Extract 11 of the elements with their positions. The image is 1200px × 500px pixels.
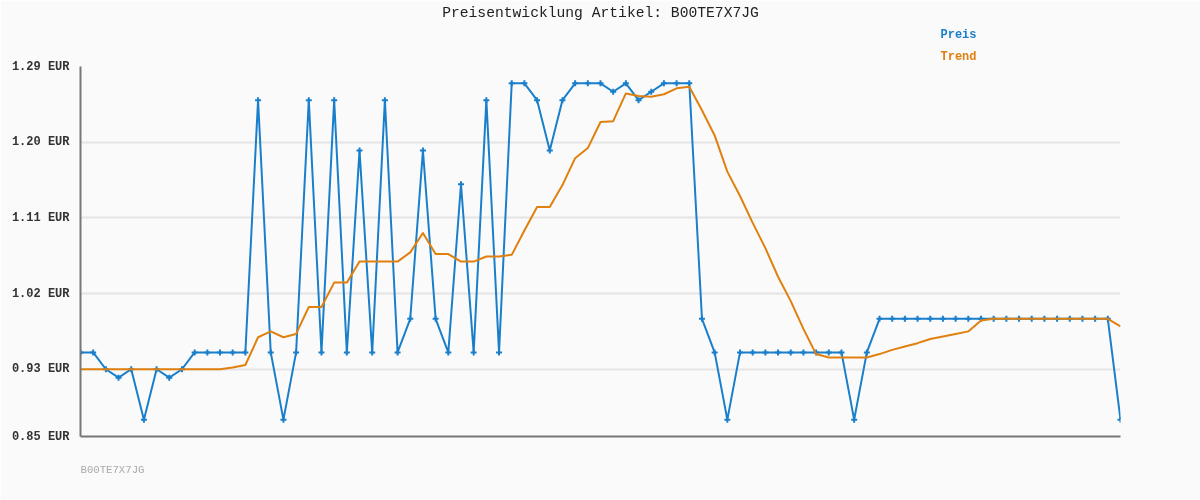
- y-tick-label: 1.20 EUR: [11, 135, 71, 150]
- y-tick-label: 0.93 EUR: [11, 362, 71, 377]
- chart-title: Preisentwicklung Artikel: B00TE7X7JG: [442, 4, 759, 21]
- text: Preis: [940, 27, 977, 42]
- line-series: [80, 85, 1121, 371]
- y-tick-label: 1.02 EUR: [11, 286, 71, 301]
- y-tick-label: 0.85 EUR: [11, 429, 71, 444]
- y-tick-label: 1.29 EUR: [11, 59, 71, 74]
- text: B00TE7X7JG: [80, 463, 145, 476]
- y-tick-label: 1.11 EUR: [11, 210, 71, 225]
- text: Trend: [940, 49, 977, 64]
